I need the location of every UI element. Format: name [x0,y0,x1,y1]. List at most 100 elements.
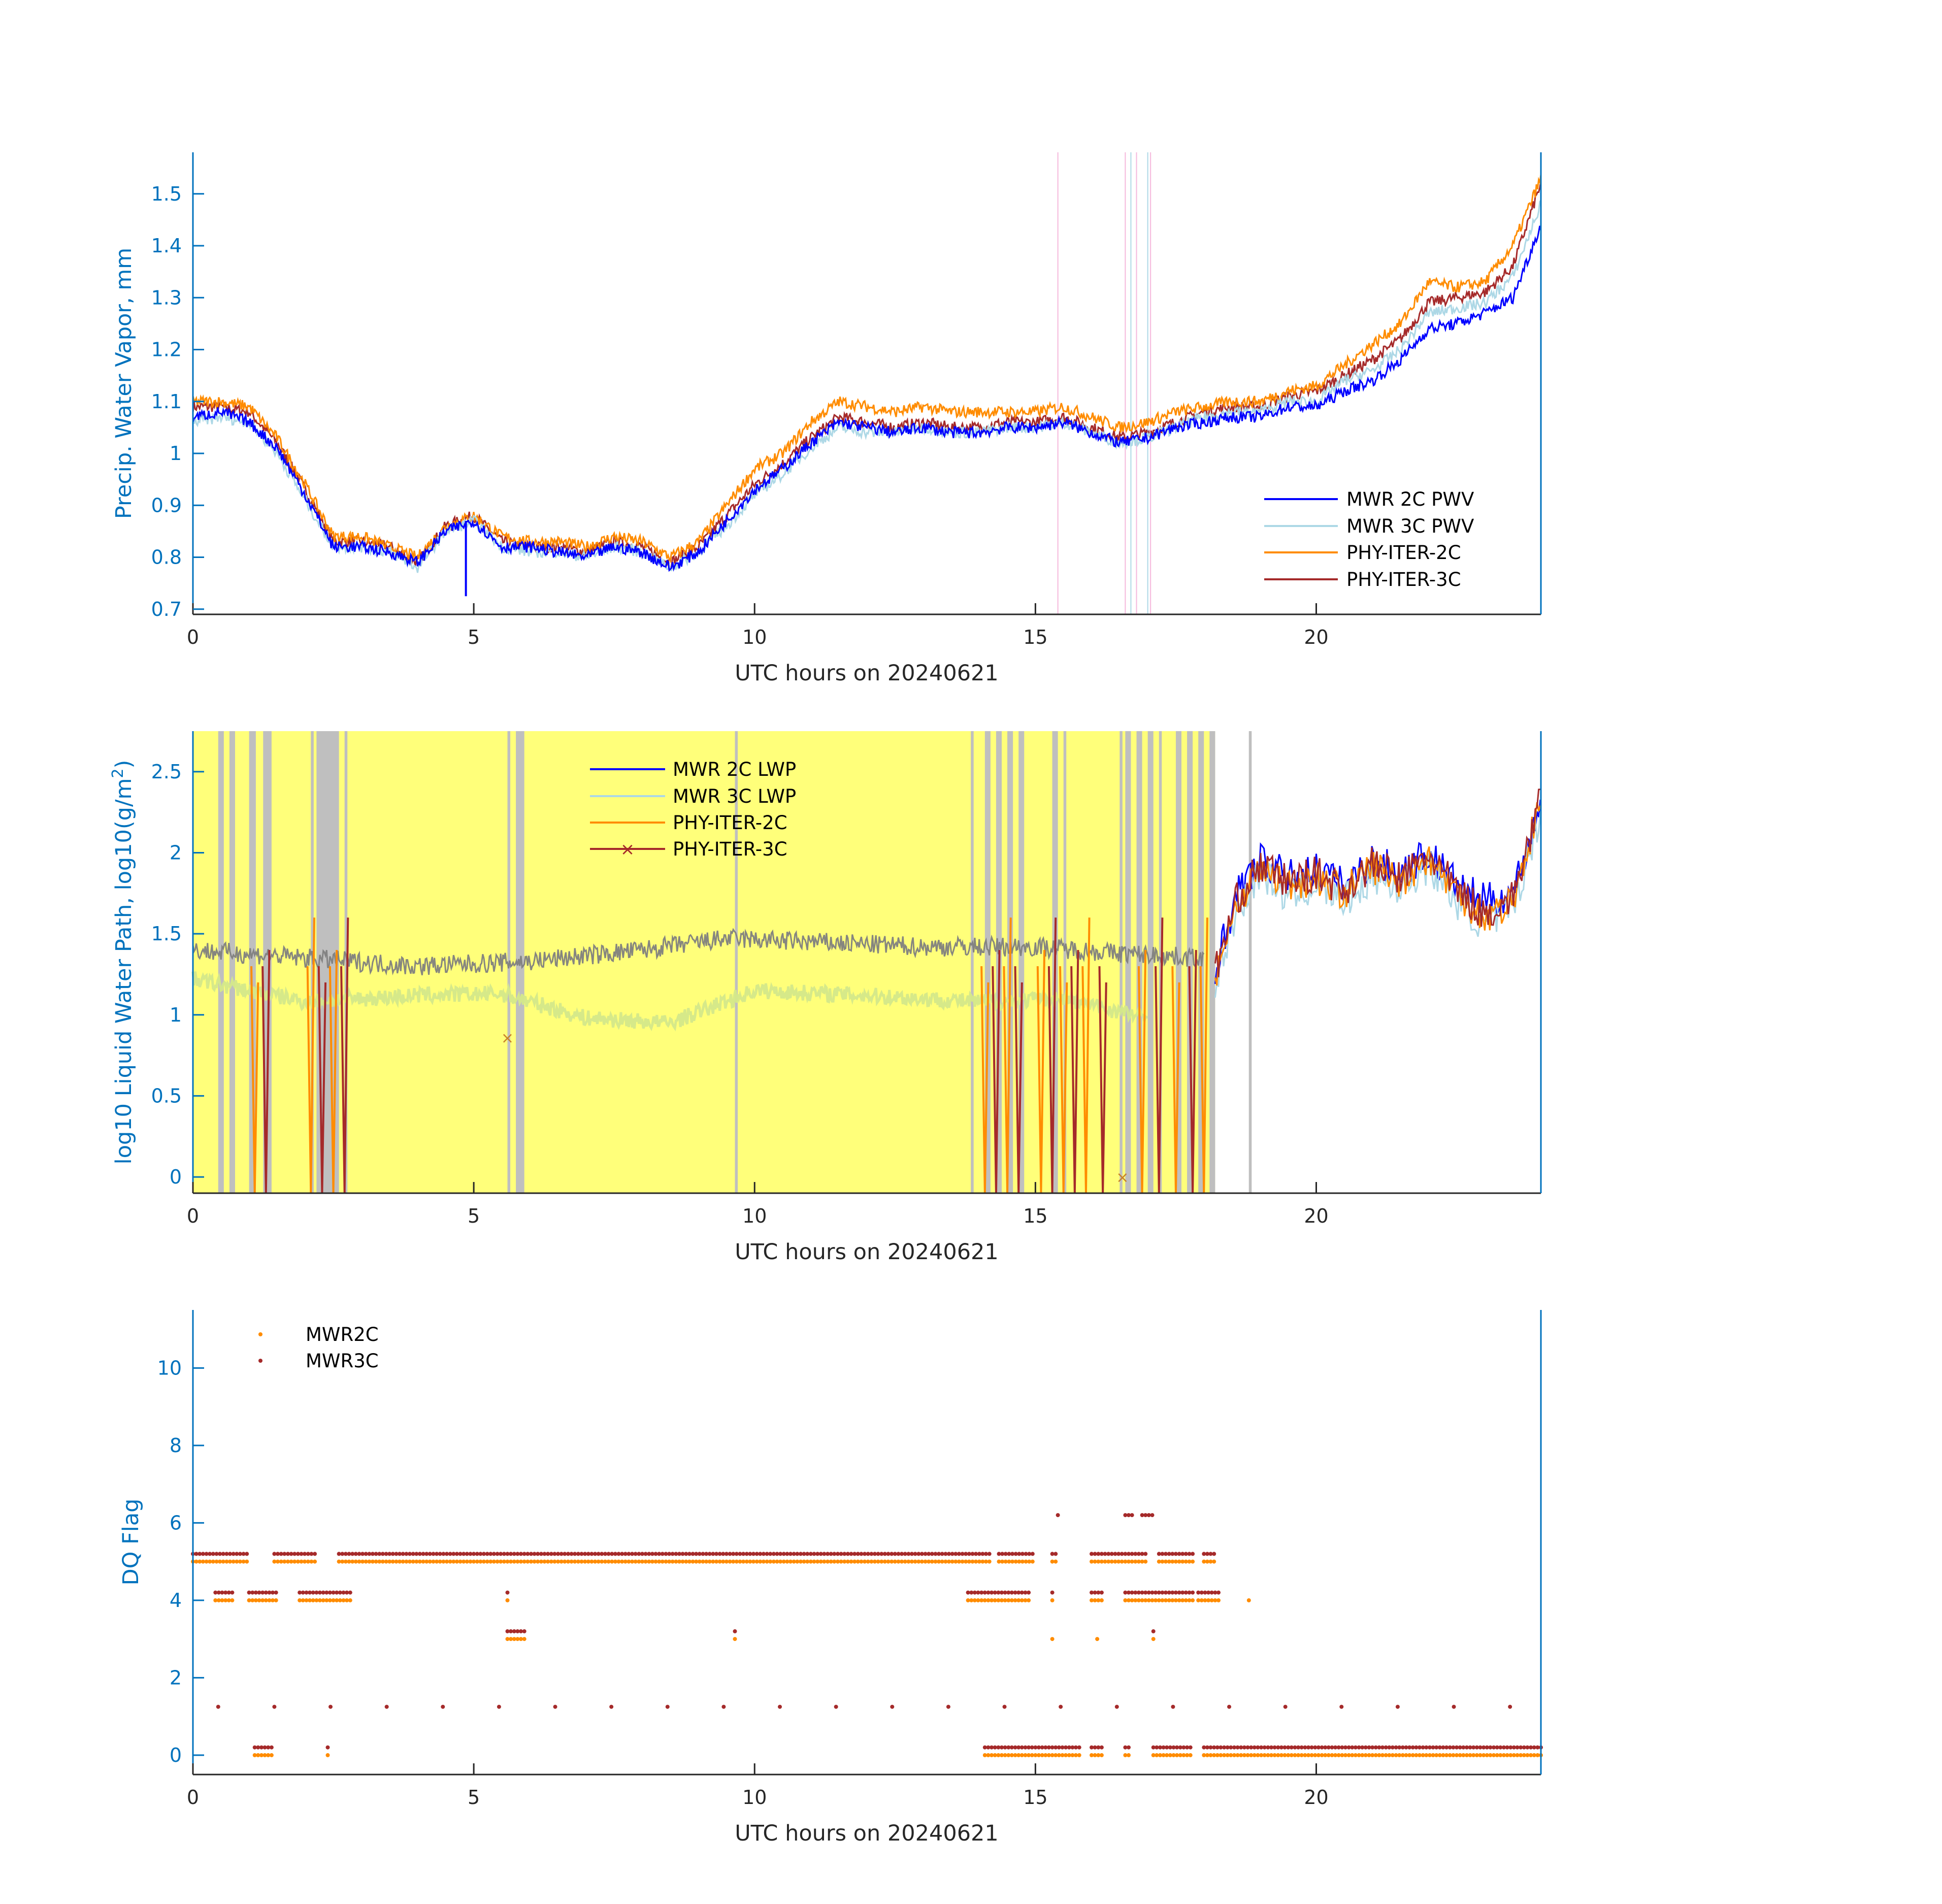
dq-flag-point [1030,1552,1035,1556]
dq-flag-point [272,1559,277,1564]
dq-flag-point [1293,1745,1297,1750]
dq-flag-point [946,1704,950,1709]
dq-flag-point [338,1590,342,1595]
dq-flag-point [1191,1598,1195,1602]
dq-flag-point [485,1559,489,1564]
dq-flag-point [990,1745,994,1750]
dq-flag-point [765,1559,769,1564]
dq-flag-point [441,1552,446,1556]
dq-flag-point [1114,1704,1119,1709]
dq-flag-point [1377,1745,1381,1750]
dq-flag-point [964,1559,968,1564]
dq-flag-point [1400,1745,1405,1750]
dq-flag-point [1515,1753,1520,1757]
lwp-series-line [1214,789,1541,977]
dq-flag-point [1505,1753,1509,1757]
dq-flag-point [345,1590,349,1595]
dq-flag-point [536,1559,540,1564]
dq-flag-point [512,1552,516,1556]
dq-flag-point [1000,1753,1004,1757]
dq-flag-point [1090,1753,1094,1757]
dq-flag-point [213,1598,218,1602]
dq-flag-point [1299,1753,1304,1757]
dq-flag-point [1116,1552,1121,1556]
dq-flag-point [910,1559,914,1564]
dq-flag-point [1245,1753,1250,1757]
dq-flag-point [616,1552,621,1556]
dq-flag-point [559,1559,564,1564]
dq-flag-point [1522,1745,1526,1750]
dq-flag-point [228,1559,232,1564]
dq-flag-point [519,1552,523,1556]
dq-flag-point [1498,1745,1503,1750]
dq-flag-point [600,1552,604,1556]
lwp-flag-bar [249,731,256,1193]
dq-flag-point [1146,1513,1151,1518]
dq-flag-point [1239,1753,1243,1757]
dq-flag-point [295,1559,300,1564]
dq-flag-point [223,1590,228,1595]
dq-flag-point [1103,1559,1107,1564]
dq-flag-point [1357,1745,1361,1750]
dq-flag-point [1133,1598,1138,1602]
dq-flag-point [1095,1637,1100,1642]
dq-flag-point [967,1559,971,1564]
dq-flag-point [1173,1598,1178,1602]
lwp-y-label-main: log10 Liquid Water Path, log10(g/m [111,778,137,1165]
dq-flag-point [257,1590,261,1595]
dq-flag-point [431,1559,436,1564]
dq-flag-point [488,1559,493,1564]
dq-flag-point [1206,1598,1211,1602]
dq-flag-point [731,1552,736,1556]
pwv-series-line [192,174,1542,564]
dq-flag-point [576,1552,580,1556]
dq-flag-point [1181,1753,1186,1757]
dq-flag-point [451,1552,456,1556]
dq-flag-point [213,1590,218,1595]
dq-flag-point [836,1559,840,1564]
dq-flag-point [596,1559,601,1564]
dq-flag-point [1059,1704,1063,1709]
dq-flag-point [208,1559,212,1564]
dq-flag-point [1437,1745,1442,1750]
y-tick-label: 8 [170,1434,182,1457]
dq-panel: 0 5 10 15 20 0 2 4 6 8 10 UTC hours on 20240621 D… [118,1310,1543,1846]
dq-flag-point [993,1753,997,1757]
dq-flag-point [276,1552,280,1556]
dq-flag-point [230,1590,235,1595]
dq-flag-point [993,1598,997,1602]
dq-flag-point [1109,1559,1114,1564]
dq-flag-point [633,1552,638,1556]
dq-flag-point [1495,1745,1499,1750]
dq-flag-point [1127,1745,1131,1750]
dq-flag-point [247,1598,251,1602]
dq-flag-point [1009,1598,1014,1602]
dq-flag-point [986,1598,991,1602]
dq-flag-point [408,1559,412,1564]
dq-flag-point [1219,1745,1223,1750]
dq-flag-point [1140,1559,1144,1564]
dq-flag-point [216,1590,221,1595]
dq-flag-point [1535,1745,1540,1750]
dq-flag-point [982,1745,987,1750]
dq-flag-point [707,1559,712,1564]
dq-flag-point [499,1559,503,1564]
pwv-legend-label-phy2c: PHY-ITER-2C [1346,542,1461,564]
dq-flag-point [1113,1559,1117,1564]
dq-flag-point [826,1552,830,1556]
dq-flag-point [1054,1753,1058,1757]
dq-flag-point [1164,1559,1168,1564]
dq-flag-point [996,1745,1001,1750]
dq-flag-point [579,1552,584,1556]
dq-flag-point [1363,1753,1368,1757]
dq-flag-point [256,1745,260,1750]
dq-flag-point [950,1559,954,1564]
dq-flag-point [318,1590,322,1595]
dq-flag-point [247,1590,251,1595]
dq-flag-point [1024,1559,1028,1564]
dq-flag-point [711,1559,715,1564]
dq-flag-point [1027,1559,1032,1564]
dq-flag-point [1373,1753,1378,1757]
dq-flag-point [690,1559,695,1564]
dq-flag-point [1424,1745,1429,1750]
